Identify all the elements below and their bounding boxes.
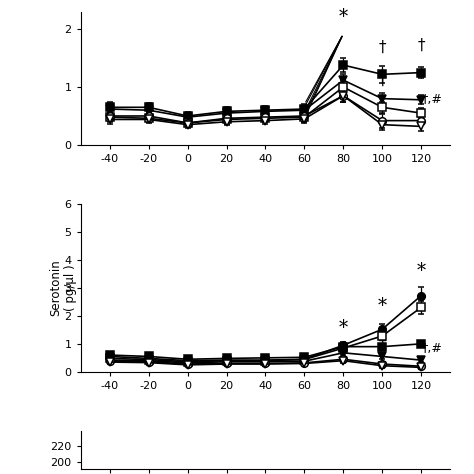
Text: *: * bbox=[378, 297, 387, 315]
Text: *: * bbox=[417, 262, 426, 280]
Text: †,#: †,# bbox=[421, 92, 442, 106]
Text: †: † bbox=[418, 37, 425, 52]
Y-axis label: Serotonin
( pg/μl ): Serotonin ( pg/μl ) bbox=[49, 259, 77, 316]
Text: *: * bbox=[339, 319, 348, 337]
Text: †: † bbox=[378, 73, 386, 88]
Text: †: † bbox=[378, 40, 386, 55]
Text: †: † bbox=[378, 337, 386, 352]
Text: †,#: †,# bbox=[421, 342, 442, 355]
Text: *: * bbox=[339, 9, 348, 27]
